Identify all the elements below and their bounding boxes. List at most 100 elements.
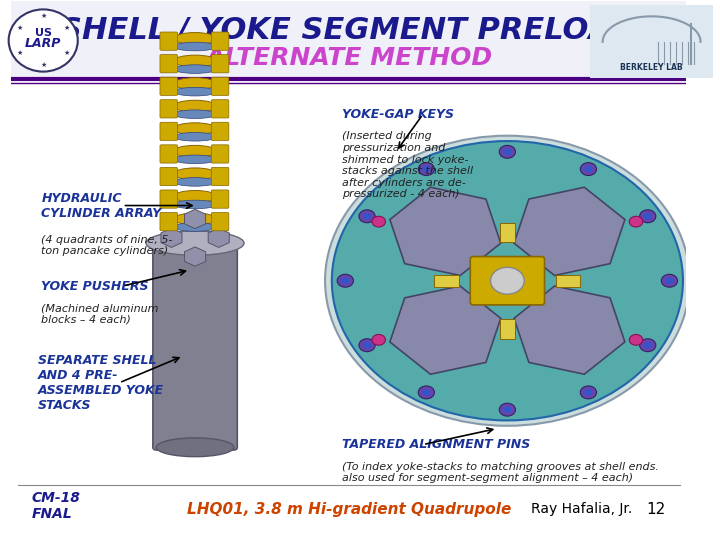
Text: ★: ★	[40, 13, 46, 19]
FancyBboxPatch shape	[160, 32, 178, 50]
Text: SEPARATE SHELL
AND 4 PRE-
ASSEMBLED YOKE
STACKS: SEPARATE SHELL AND 4 PRE- ASSEMBLED YOKE…	[38, 354, 164, 412]
Circle shape	[363, 342, 371, 348]
Circle shape	[644, 213, 652, 219]
Ellipse shape	[156, 232, 234, 254]
Text: ★: ★	[40, 62, 46, 68]
Text: (4 quadrants of nine, 5-
ton pancake cylinders): (4 quadrants of nine, 5- ton pancake cyl…	[42, 234, 173, 256]
FancyBboxPatch shape	[470, 256, 544, 305]
Text: BERKELEY LAB: BERKELEY LAB	[621, 63, 683, 72]
Text: YOKE PUSHERS: YOKE PUSHERS	[42, 280, 149, 293]
Ellipse shape	[146, 231, 244, 255]
Text: CM-18: CM-18	[32, 491, 80, 505]
Ellipse shape	[174, 78, 217, 90]
Text: SHELL / YOKE SEGMENT PRELOAD: SHELL / YOKE SEGMENT PRELOAD	[60, 16, 637, 45]
Ellipse shape	[174, 191, 217, 202]
Ellipse shape	[174, 123, 217, 134]
Circle shape	[639, 339, 656, 352]
Ellipse shape	[174, 42, 217, 51]
Circle shape	[503, 407, 511, 413]
Ellipse shape	[174, 87, 217, 96]
Circle shape	[499, 403, 516, 416]
Ellipse shape	[174, 213, 217, 225]
Circle shape	[325, 136, 690, 426]
Circle shape	[644, 342, 652, 348]
Polygon shape	[500, 222, 515, 242]
FancyBboxPatch shape	[211, 145, 229, 163]
Bar	[11, 2, 686, 77]
Polygon shape	[556, 275, 580, 287]
Ellipse shape	[174, 132, 217, 141]
Text: (Inserted during
pressurization and
shimmed to lock yoke-
stacks against the she: (Inserted during pressurization and shim…	[342, 131, 473, 199]
Polygon shape	[434, 275, 459, 287]
Text: LARP: LARP	[25, 37, 61, 50]
Text: US: US	[35, 28, 52, 38]
FancyBboxPatch shape	[211, 32, 229, 50]
Ellipse shape	[174, 65, 217, 73]
Circle shape	[580, 163, 596, 176]
FancyBboxPatch shape	[160, 167, 178, 186]
Text: 12: 12	[647, 502, 666, 517]
FancyBboxPatch shape	[211, 55, 229, 73]
Polygon shape	[500, 320, 515, 339]
Text: ★: ★	[64, 25, 70, 31]
Text: ★: ★	[17, 50, 22, 56]
FancyBboxPatch shape	[211, 167, 229, 186]
Ellipse shape	[174, 178, 217, 186]
FancyBboxPatch shape	[211, 77, 229, 96]
Ellipse shape	[174, 222, 217, 231]
Text: YOKE-GAP KEYS: YOKE-GAP KEYS	[342, 107, 454, 121]
FancyBboxPatch shape	[211, 100, 229, 118]
Circle shape	[585, 389, 593, 396]
Circle shape	[423, 166, 431, 172]
Circle shape	[418, 386, 434, 399]
FancyBboxPatch shape	[211, 213, 229, 231]
FancyBboxPatch shape	[160, 145, 178, 163]
FancyBboxPatch shape	[211, 122, 229, 140]
Circle shape	[580, 386, 596, 399]
FancyBboxPatch shape	[211, 190, 229, 208]
FancyBboxPatch shape	[160, 190, 178, 208]
Text: (To index yoke-stacks to matching grooves at shell ends.
also used for segment-s: (To index yoke-stacks to matching groove…	[342, 462, 659, 483]
FancyBboxPatch shape	[160, 55, 178, 73]
Ellipse shape	[174, 32, 217, 44]
Ellipse shape	[174, 100, 217, 112]
Circle shape	[585, 166, 593, 172]
Circle shape	[490, 267, 524, 294]
Circle shape	[359, 339, 375, 352]
Text: ALTERNATE METHOD: ALTERNATE METHOD	[205, 46, 492, 70]
Text: FNAL: FNAL	[32, 508, 72, 522]
Circle shape	[9, 9, 78, 72]
FancyBboxPatch shape	[160, 213, 178, 231]
Text: Ray Hafalia, Jr.: Ray Hafalia, Jr.	[531, 502, 632, 516]
Circle shape	[359, 210, 375, 222]
Ellipse shape	[156, 438, 234, 457]
Circle shape	[665, 278, 673, 284]
Circle shape	[363, 213, 371, 219]
FancyBboxPatch shape	[153, 240, 238, 450]
Circle shape	[337, 274, 354, 287]
Circle shape	[372, 334, 385, 345]
Ellipse shape	[174, 200, 217, 209]
Circle shape	[629, 334, 643, 345]
Circle shape	[341, 278, 349, 284]
Circle shape	[629, 217, 643, 227]
Text: TAPERED ALIGNMENT PINS: TAPERED ALIGNMENT PINS	[342, 438, 530, 451]
Text: (Machined aluminum
blocks – 4 each): (Machined aluminum blocks – 4 each)	[42, 303, 159, 325]
Circle shape	[372, 217, 385, 227]
Ellipse shape	[174, 145, 217, 157]
Text: ★: ★	[64, 50, 70, 56]
Ellipse shape	[174, 110, 217, 118]
Circle shape	[332, 141, 683, 421]
Circle shape	[503, 148, 511, 155]
Text: LHQ01, 3.8 m Hi-gradient Quadrupole: LHQ01, 3.8 m Hi-gradient Quadrupole	[186, 502, 511, 517]
Circle shape	[418, 163, 434, 176]
Circle shape	[499, 145, 516, 158]
Text: ★: ★	[17, 25, 22, 31]
Ellipse shape	[174, 155, 217, 164]
Ellipse shape	[174, 55, 217, 67]
Circle shape	[639, 210, 656, 222]
Ellipse shape	[174, 168, 217, 180]
Circle shape	[662, 274, 678, 287]
FancyBboxPatch shape	[160, 100, 178, 118]
Circle shape	[423, 389, 431, 396]
